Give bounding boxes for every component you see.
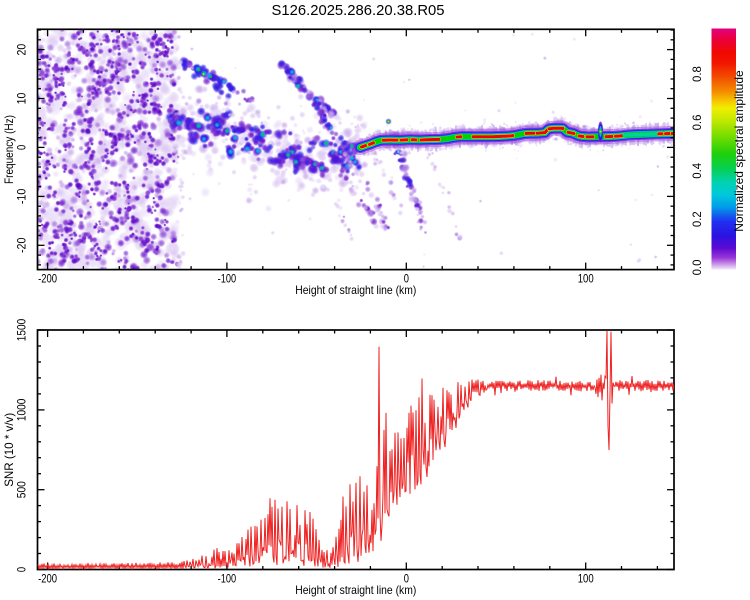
svg-text:0.4: 0.4 xyxy=(690,163,704,179)
svg-text:100: 100 xyxy=(578,572,594,586)
svg-text:-200: -200 xyxy=(38,572,57,586)
svg-text:100: 100 xyxy=(578,272,594,286)
svg-text:-200: -200 xyxy=(38,272,57,286)
svg-text:-100: -100 xyxy=(218,272,237,286)
svg-text:0.0: 0.0 xyxy=(690,259,704,275)
svg-text:Height of straight line (km): Height of straight line (km) xyxy=(295,583,416,597)
svg-text:0.2: 0.2 xyxy=(690,211,704,227)
svg-text:10: 10 xyxy=(15,92,29,104)
svg-text:Frequency (Hz): Frequency (Hz) xyxy=(2,115,16,184)
svg-text:S126.2025.286.20.38.R05: S126.2025.286.20.38.R05 xyxy=(272,2,445,19)
svg-text:0: 0 xyxy=(404,572,409,586)
svg-text:0: 0 xyxy=(404,272,409,286)
svg-text:-10: -10 xyxy=(15,188,29,204)
svg-text:1500: 1500 xyxy=(15,319,29,342)
svg-text:20: 20 xyxy=(15,43,29,55)
svg-text:0: 0 xyxy=(15,145,29,150)
svg-text:500: 500 xyxy=(15,481,29,498)
svg-text:0.8: 0.8 xyxy=(690,66,704,82)
svg-text:-100: -100 xyxy=(218,572,237,586)
svg-text:SNR (10 * v/v): SNR (10 * v/v) xyxy=(2,413,16,487)
svg-text:0.6: 0.6 xyxy=(690,114,704,130)
svg-text:0: 0 xyxy=(15,567,29,572)
svg-text:-20: -20 xyxy=(15,237,29,253)
svg-text:1000: 1000 xyxy=(15,398,29,421)
svg-text:Normalized spectral amplitude: Normalized spectral amplitude xyxy=(732,70,746,232)
svg-text:Height of straight line (km): Height of straight line (km) xyxy=(295,283,416,297)
